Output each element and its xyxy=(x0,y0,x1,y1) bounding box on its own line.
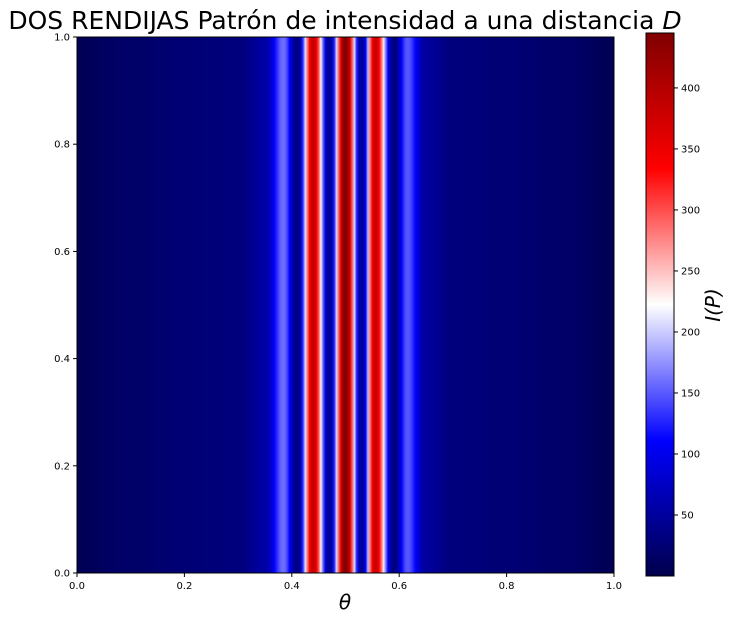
colorbar-tick-label: 100 xyxy=(681,449,700,460)
y-tick-label: 0.0 xyxy=(54,569,70,580)
y-tick-label: 0.4 xyxy=(54,354,70,365)
x-tick-label: 0.6 xyxy=(391,581,407,592)
colorbar xyxy=(645,32,675,577)
y-axis: 0.0 0.2 0.4 0.6 0.8 1.0 xyxy=(54,33,77,580)
y-tick-label: 0.2 xyxy=(54,461,70,472)
colorbar-label: I(P) xyxy=(701,288,725,322)
colorbar-axis: 50 100 150 200 250 300 350 400 xyxy=(674,83,700,521)
x-tick-label: 0.0 xyxy=(69,581,85,592)
colorbar-tick-label: 200 xyxy=(681,327,700,338)
colorbar-tick-label: 350 xyxy=(681,144,700,155)
x-tick-label: 0.4 xyxy=(284,581,300,592)
x-tick-label: 1.0 xyxy=(606,581,622,592)
x-axis: 0.0 0.2 0.4 0.6 0.8 1.0 xyxy=(69,573,622,592)
chart-title: DOS RENDIJAS Patrón de intensidad a una … xyxy=(8,6,681,35)
x-tick-label: 0.2 xyxy=(176,581,192,592)
y-tick-label: 0.6 xyxy=(54,247,70,258)
colorbar-tick-label: 400 xyxy=(681,83,700,94)
heatmap-area xyxy=(76,36,615,574)
y-tick-label: 1.0 xyxy=(54,33,70,44)
y-tick-label: 0.8 xyxy=(54,140,70,151)
colorbar-tick-label: 150 xyxy=(681,388,700,399)
x-tick-label: 0.8 xyxy=(499,581,515,592)
chart-title-variable: D xyxy=(662,6,681,35)
colorbar-tick-label: 250 xyxy=(681,266,700,277)
x-axis-label: θ xyxy=(339,590,351,614)
colorbar-tick-label: 300 xyxy=(681,205,700,216)
colorbar-tick-label: 50 xyxy=(681,510,694,521)
